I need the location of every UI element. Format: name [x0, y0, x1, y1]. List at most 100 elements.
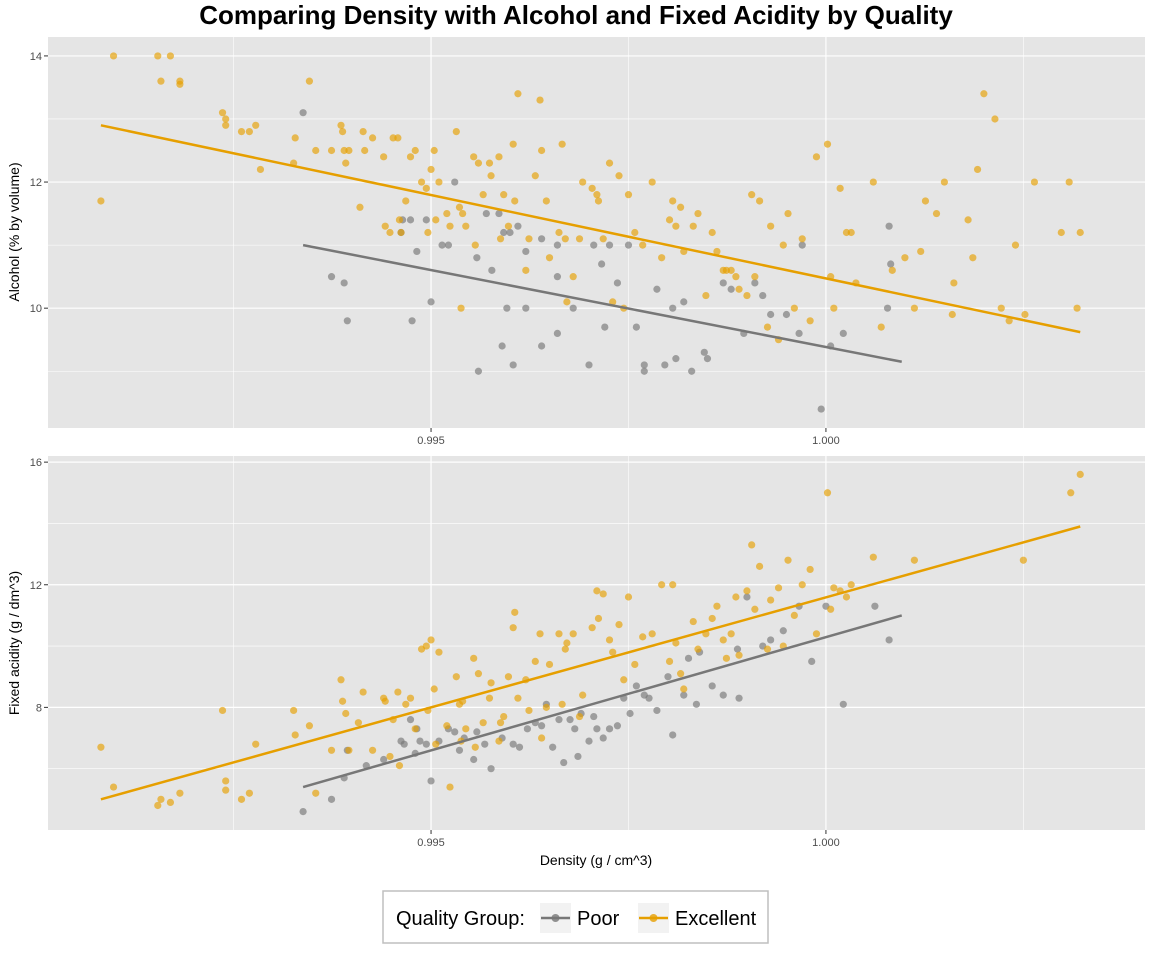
point-excellent	[563, 639, 571, 647]
point-excellent	[218, 706, 227, 715]
point-excellent	[386, 228, 394, 237]
point-excellent	[305, 77, 314, 85]
point-poor	[427, 298, 435, 306]
point-excellent	[245, 789, 253, 797]
point-excellent	[639, 241, 647, 249]
point-poor	[538, 342, 546, 350]
point-poor	[474, 367, 483, 375]
point-poor	[514, 222, 522, 230]
point-excellent	[411, 725, 419, 733]
point-poor	[555, 716, 563, 724]
point-excellent	[784, 556, 792, 564]
point-excellent	[784, 209, 792, 218]
point-excellent	[774, 584, 783, 592]
point-poor	[719, 279, 727, 287]
point-excellent	[672, 222, 680, 230]
point-excellent	[538, 146, 546, 155]
point-excellent	[422, 642, 430, 650]
point-excellent	[394, 134, 402, 142]
point-excellent	[256, 165, 265, 174]
point-excellent	[732, 273, 740, 281]
point-excellent	[755, 197, 764, 205]
point-excellent	[748, 191, 756, 199]
point-excellent	[677, 670, 685, 678]
point-excellent	[525, 235, 533, 243]
point-poor	[574, 752, 582, 761]
point-excellent	[735, 285, 743, 293]
point-excellent	[495, 153, 503, 161]
point-excellent	[751, 605, 759, 613]
point-excellent	[381, 222, 389, 230]
x-tick-label: 0.995	[417, 435, 445, 447]
point-excellent	[327, 746, 336, 754]
point-excellent	[446, 222, 454, 230]
point-poor	[798, 241, 806, 249]
point-excellent	[446, 783, 454, 791]
point-excellent	[588, 624, 596, 632]
point-excellent	[748, 541, 756, 549]
point-excellent	[763, 645, 772, 653]
point-excellent	[166, 52, 175, 60]
point-excellent	[237, 795, 246, 803]
point-excellent	[558, 700, 566, 708]
point-excellent	[964, 216, 972, 224]
alcohol-panel-background	[48, 37, 1145, 428]
point-excellent	[823, 140, 832, 148]
point-excellent	[459, 209, 467, 218]
point-poor	[605, 725, 614, 733]
point-excellent	[575, 235, 584, 243]
fit-line-poor	[302, 614, 903, 789]
point-excellent	[579, 691, 587, 699]
point-excellent	[609, 648, 617, 656]
point-excellent	[470, 153, 478, 161]
point-excellent	[525, 706, 533, 715]
point-excellent	[252, 740, 260, 748]
acidity-panel-y-ticks: 8 12 16	[30, 457, 48, 714]
point-poor	[632, 682, 640, 690]
point-poor	[645, 694, 653, 702]
point-poor	[438, 241, 446, 249]
point-poor	[733, 645, 742, 653]
point-poor	[613, 279, 622, 287]
point-poor	[299, 109, 307, 117]
alcohol-panel-fit-lines	[100, 124, 1081, 364]
point-poor	[613, 722, 622, 730]
point-poor	[571, 725, 579, 733]
point-excellent	[732, 593, 740, 601]
point-poor	[605, 241, 614, 249]
point-excellent	[305, 722, 314, 730]
point-poor	[767, 636, 775, 644]
legend-label-excellent: Excellent	[675, 908, 757, 930]
point-excellent	[569, 273, 577, 281]
point-excellent	[790, 611, 798, 620]
point-poor	[538, 722, 546, 730]
point-excellent	[504, 222, 513, 230]
point-excellent	[290, 706, 298, 715]
alcohol-y-axis-title: Alcohol (% by volume)	[6, 162, 22, 301]
point-excellent	[500, 191, 508, 199]
point-excellent	[386, 752, 394, 761]
x-axis-title: Density (g / cm^3)	[540, 852, 652, 868]
x-tick-label: 1.000	[812, 435, 840, 447]
point-excellent	[359, 127, 367, 136]
point-excellent	[443, 722, 451, 730]
point-poor	[422, 216, 430, 224]
point-excellent	[609, 298, 617, 306]
point-excellent	[575, 712, 584, 721]
point-excellent	[176, 789, 184, 797]
point-excellent	[479, 719, 487, 727]
point-excellent	[615, 621, 623, 629]
point-excellent	[658, 254, 666, 262]
point-excellent	[950, 279, 958, 287]
chart-title: Comparing Density with Alcohol and Fixed…	[199, 0, 953, 30]
point-excellent	[245, 127, 253, 136]
point-excellent	[624, 191, 633, 199]
point-excellent	[969, 254, 977, 262]
point-excellent	[109, 783, 118, 791]
point-poor	[585, 361, 593, 369]
point-poor	[509, 740, 517, 748]
point-poor	[692, 700, 701, 708]
point-excellent	[427, 636, 435, 644]
point-excellent	[755, 562, 764, 570]
